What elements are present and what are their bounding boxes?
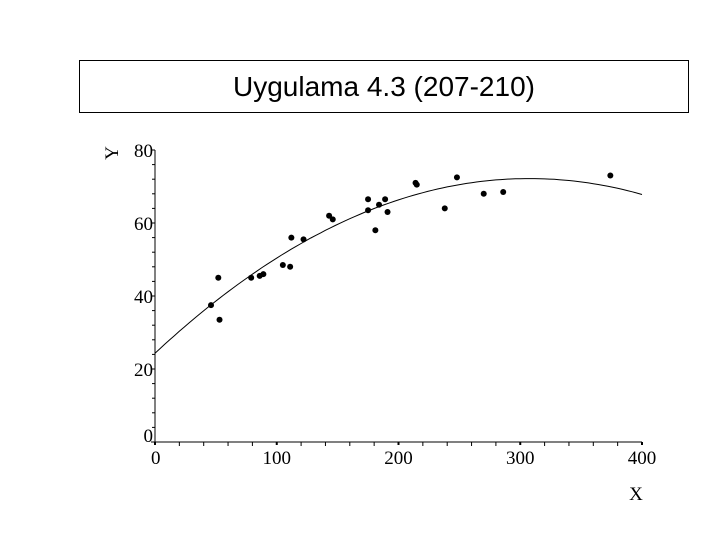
data-point	[288, 234, 295, 241]
data-point	[326, 212, 333, 219]
x-axis-title: X	[629, 484, 643, 505]
chart-title: Uygulama 4.3 (207-210)	[79, 60, 689, 113]
x-tick-label: 400	[628, 448, 657, 469]
data-point	[453, 174, 460, 181]
data-point	[365, 196, 372, 203]
data-point	[215, 274, 222, 281]
data-point	[607, 172, 614, 179]
fit-curve	[154, 178, 643, 354]
y-tick-label: 0	[144, 426, 154, 447]
x-tick-label: 0	[151, 448, 161, 469]
data-point	[382, 196, 389, 203]
y-tick-label: 40	[134, 287, 153, 308]
data-points	[208, 172, 614, 323]
x-tick-label: 100	[263, 448, 292, 469]
x-tick-label: 300	[506, 448, 535, 469]
data-point	[248, 274, 255, 281]
data-point	[372, 227, 379, 234]
data-point	[384, 209, 391, 216]
data-point	[208, 302, 215, 309]
data-point	[287, 263, 294, 270]
data-point	[329, 216, 336, 223]
data-point	[216, 316, 223, 323]
x-tick-label: 200	[384, 448, 413, 469]
data-point	[500, 188, 507, 195]
data-point	[300, 236, 307, 243]
x-axis: 0 100 200 300 400	[151, 441, 657, 469]
y-tick-label: 80	[134, 141, 153, 162]
data-point	[365, 207, 372, 214]
data-point	[260, 271, 267, 278]
y-axis-title: Y	[102, 146, 123, 160]
data-point	[376, 201, 383, 208]
y-tick-label: 60	[134, 214, 153, 235]
y-axis: 0 20 40 60 80	[134, 141, 156, 447]
data-point	[480, 190, 487, 197]
y-tick-label: 20	[134, 360, 153, 381]
data-point	[279, 261, 286, 268]
data-point	[441, 205, 448, 212]
data-point	[413, 181, 420, 188]
